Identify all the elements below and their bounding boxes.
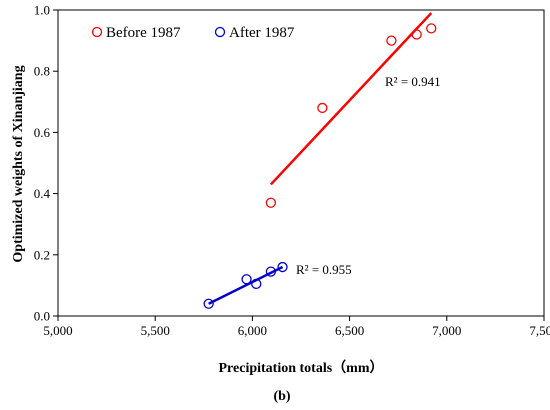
trend-line <box>269 12 433 186</box>
x-axis-title: Precipitation totals（mm） <box>219 360 384 376</box>
x-tick-label: 7,500 <box>529 323 550 338</box>
legend-label: After 1987 <box>229 25 295 41</box>
data-point <box>317 102 328 114</box>
data-point <box>241 274 252 285</box>
data-point <box>203 298 214 309</box>
y-tick-label: 0.6 <box>34 125 51 140</box>
legend: Before 1987 After 1987 <box>91 25 295 41</box>
data-point <box>426 23 437 34</box>
y-axis-title: Optimized weights of Xinanjiang <box>11 65 26 262</box>
series-group <box>265 12 437 208</box>
trend-line <box>208 265 284 305</box>
series-group <box>203 261 288 309</box>
x-tick-label: 6,000 <box>238 323 267 338</box>
plot-frame <box>57 9 545 317</box>
r-squared-label: R² = 0.941 <box>385 74 441 89</box>
legend-marker <box>91 26 103 38</box>
x-tick-label: 6,500 <box>335 323 364 338</box>
data-point <box>265 266 277 277</box>
figure-caption: (b) <box>273 389 290 404</box>
data-point <box>251 278 262 290</box>
x-tick-label: 5,500 <box>141 323 170 338</box>
y-tick-label: 0.0 <box>34 309 50 324</box>
y-tick-label: 1.0 <box>34 3 50 18</box>
axes: 5,000 5,500 6,000 6,500 7,000 7,500 0.0 0.2 0.4 0… <box>34 3 550 339</box>
annotations: R² = 0.941 R² = 0.955 <box>296 74 441 277</box>
x-tick-label: 7,000 <box>432 323 461 338</box>
y-tick-label: 0.8 <box>34 64 50 79</box>
data-point <box>277 261 288 273</box>
data-point <box>265 197 277 208</box>
x-tick-label: 5,000 <box>43 323 72 338</box>
data-point <box>386 35 397 46</box>
chart-marks <box>203 12 437 309</box>
y-tick-label: 0.4 <box>34 186 51 201</box>
y-tick-label: 0.2 <box>34 247 50 262</box>
r-squared-label: R² = 0.955 <box>296 262 352 277</box>
data-point <box>411 29 422 40</box>
legend-marker <box>214 26 226 38</box>
legend-label: Before 1987 <box>106 25 181 41</box>
